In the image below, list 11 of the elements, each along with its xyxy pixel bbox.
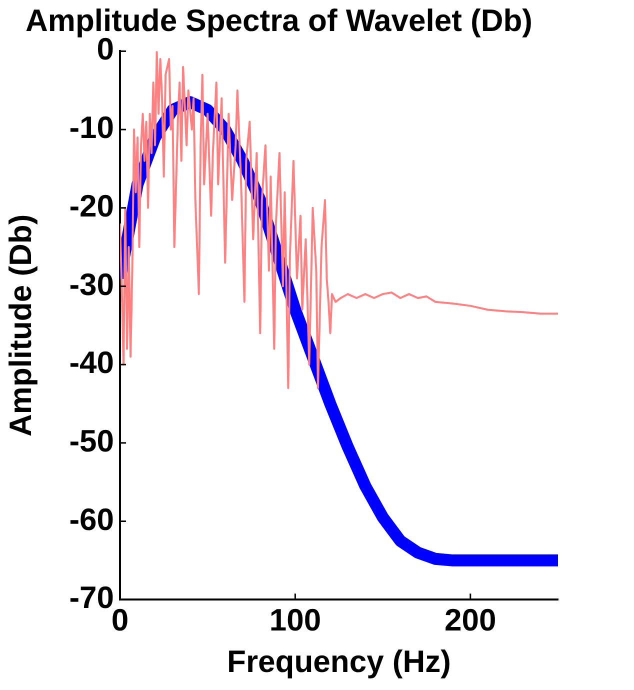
y-tick-label: -70: [69, 580, 114, 616]
y-tick-label: -50: [69, 423, 114, 458]
y-axis-title: Amplitude (Db): [3, 214, 38, 436]
x-tick-label: 200: [444, 602, 496, 638]
y-tick-label: -40: [69, 345, 114, 380]
y-tick-label: -30: [69, 266, 114, 302]
y-tick-label: -60: [69, 502, 114, 537]
y-tick-label: -10: [69, 110, 114, 146]
x-axis-title: Frequency (Hz): [227, 644, 451, 679]
x-tick-label: 100: [269, 602, 322, 638]
y-tick-label: -20: [69, 188, 114, 224]
